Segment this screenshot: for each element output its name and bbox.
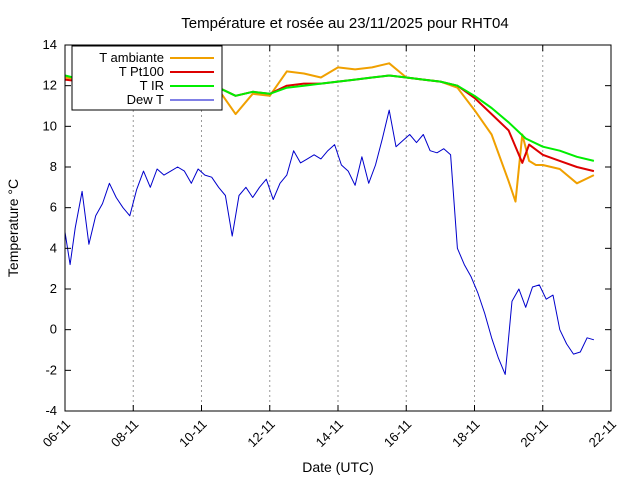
legend-label: T IR [140,78,164,93]
y-tick-label: 0 [50,322,57,337]
x-tick-label: 14-11 [313,417,346,450]
y-tick-label: 10 [43,118,57,133]
y-tick-label: -2 [45,362,57,377]
y-tick-label: 4 [50,240,57,255]
y-tick-label: 2 [50,281,57,296]
y-tick-label: 14 [43,37,57,52]
legend-label: T Pt100 [119,64,164,79]
chart-title: Température et rosée au 23/11/2025 pour … [181,15,508,32]
x-tick-label: 08-11 [108,417,141,450]
y-tick-label: 6 [50,200,57,215]
x-tick-label: 10-11 [176,417,209,450]
legend-box [71,45,223,111]
y-tick-label: -4 [45,403,57,418]
legend-label: Dew T [127,92,164,107]
legend-label: T ambiante [99,50,164,65]
x-tick-label: 06-11 [40,417,73,450]
x-tick-label: 12-11 [244,417,277,450]
x-tick-label: 22-11 [586,417,619,450]
x-tick-label: 18-11 [449,417,482,450]
x-tick-label: 20-11 [517,417,550,450]
y-tick-label: 8 [50,159,57,174]
y-tick-label: 12 [43,78,57,93]
series-line-dew-t [64,109,595,375]
x-axis-label: Date (UTC) [302,459,374,475]
x-tick-label: 16-11 [381,417,414,450]
y-axis-label: Temperature °C [5,179,21,277]
